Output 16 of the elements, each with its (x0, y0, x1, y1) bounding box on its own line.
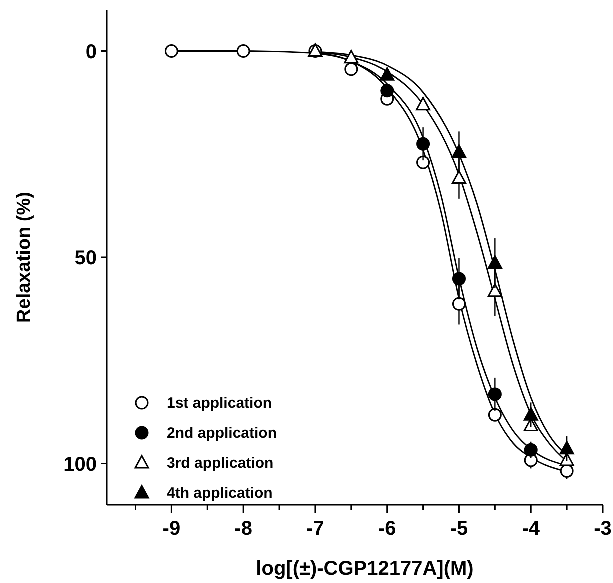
x-tick-label: -6 (378, 518, 396, 540)
y-tick-label: 50 (74, 248, 97, 270)
x-tick-label: -4 (522, 518, 541, 540)
legend-label: 1st application (167, 395, 272, 412)
x-tick-label: -8 (234, 518, 252, 540)
legend-label: 2nd application (167, 425, 278, 442)
x-tick-label: -3 (594, 518, 612, 540)
y-tick-label: 0 (86, 41, 97, 64)
x-tick-label: -5 (450, 518, 468, 540)
x-tick-label: -9 (162, 518, 181, 540)
x-tick-label: -7 (306, 518, 324, 540)
legend-label: 4th application (167, 485, 273, 502)
y-axis-title: Relaxation (%) (14, 192, 35, 323)
x-axis-title: log[(±)-CGP12177A](M) (256, 558, 474, 580)
y-tick-label: 100 (64, 454, 97, 476)
legend-label: 3rd application (167, 455, 274, 472)
